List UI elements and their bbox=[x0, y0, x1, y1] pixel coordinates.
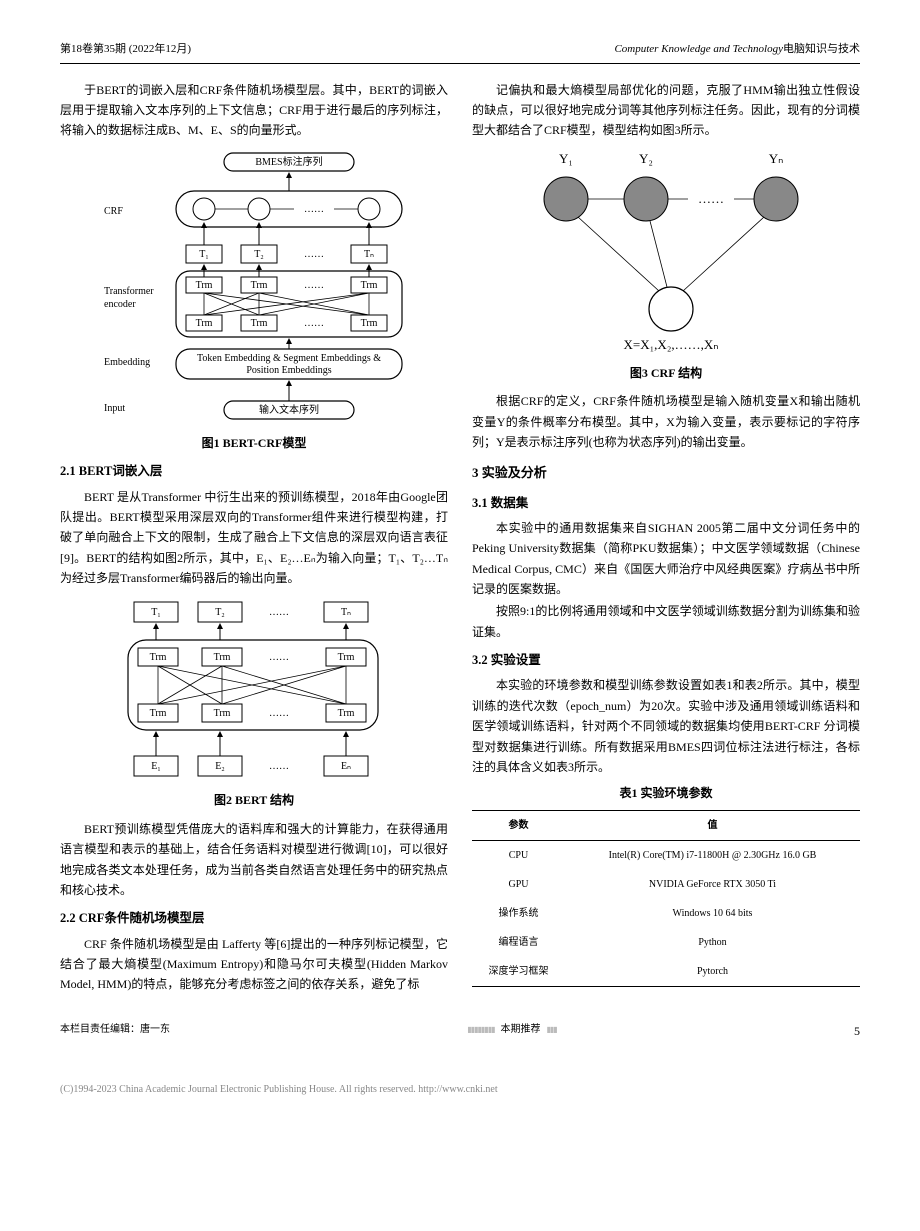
svg-text:Trm: Trm bbox=[338, 652, 355, 663]
svg-text:X=X₁,X₂,……,Xₙ: X=X₁,X₂,……,Xₙ bbox=[624, 337, 719, 352]
header-left: 第18卷第35期 (2022年12月) bbox=[60, 40, 191, 59]
table-row: CPUIntel(R) Core(TM) i7-11800H @ 2.30GHz… bbox=[472, 840, 860, 870]
paragraph: 按照9:1的比例将通用领域和中文医学领域训练数据分割为训练集和验证集。 bbox=[472, 601, 860, 642]
header-right: Computer Knowledge and Technology电脑知识与技术 bbox=[614, 40, 860, 59]
svg-text:Y₂: Y₂ bbox=[639, 151, 653, 166]
svg-text:……: …… bbox=[269, 761, 289, 772]
paragraph: 根据CRF的定义，CRF条件随机场模型是输入随机变量X和输出随机变量Y的条件概率… bbox=[472, 391, 860, 452]
svg-text:……: …… bbox=[304, 318, 324, 329]
table-row: 编程语言Python bbox=[472, 928, 860, 957]
figure-2: T₁ T₂ …… Tₙ Trm Trm …… Trm Trm Trm …… Tr… bbox=[60, 596, 448, 810]
page-header: 第18卷第35期 (2022年12月) Computer Knowledge a… bbox=[60, 40, 860, 64]
svg-text:T₁: T₁ bbox=[151, 607, 161, 618]
svg-text:Tₙ: Tₙ bbox=[341, 607, 351, 618]
page-number: 5 bbox=[854, 1021, 860, 1041]
svg-text:E₂: E₂ bbox=[215, 761, 225, 772]
svg-text:Transformer: Transformer bbox=[104, 286, 154, 297]
svg-text:Trm: Trm bbox=[150, 708, 167, 719]
svg-text:……: …… bbox=[698, 191, 724, 206]
table-1-caption: 表1 实验环境参数 bbox=[472, 783, 860, 803]
svg-text:Token Embedding & Segment Embe: Token Embedding & Segment Embeddings & bbox=[197, 353, 381, 364]
svg-text:……: …… bbox=[269, 607, 289, 618]
section-2-1: 2.1 BERT词嵌入层 bbox=[60, 461, 448, 482]
svg-text:T₂: T₂ bbox=[215, 607, 225, 618]
body-columns: 于BERT的词嵌入层和CRF条件随机场模型层。其中，BERT的词嵌入层用于提取输… bbox=[60, 80, 860, 995]
copyright-line: (C)1994-2023 China Academic Journal Elec… bbox=[60, 1081, 860, 1098]
figure-3: Y₁ Y₂ Yₙ …… X=X₁,X₂,……,Xₙ 图3 CRF 结构 bbox=[472, 149, 860, 383]
table-head: 值 bbox=[565, 810, 860, 840]
paragraph: CRF 条件随机场模型是由 Lafferty 等[6]提出的一种序列标记模型，它… bbox=[60, 934, 448, 995]
footer-editor: 本栏目责任编辑：唐一东 bbox=[60, 1021, 170, 1041]
svg-text:Eₙ: Eₙ bbox=[341, 761, 351, 772]
svg-text:……: …… bbox=[304, 204, 324, 215]
figure-2-caption: 图2 BERT 结构 bbox=[214, 790, 294, 810]
paragraph: BERT 是从Transformer 中衍生出来的预训练模型，2018年由Goo… bbox=[60, 487, 448, 589]
svg-text:T₁: T₁ bbox=[199, 249, 209, 260]
svg-text:Trm: Trm bbox=[251, 280, 268, 291]
paragraph: 记偏执和最大熵模型局部优化的问题，克服了HMM输出独立性假设的缺点，可以很好地完… bbox=[472, 80, 860, 141]
svg-text:Trm: Trm bbox=[361, 280, 378, 291]
table-row: GPUNVIDIA GeForce RTX 3050 Ti bbox=[472, 870, 860, 899]
svg-text:Trm: Trm bbox=[361, 318, 378, 329]
svg-text:Trm: Trm bbox=[251, 318, 268, 329]
svg-text:Position Embeddings: Position Embeddings bbox=[246, 365, 331, 376]
section-2-2: 2.2 CRF条件随机场模型层 bbox=[60, 908, 448, 929]
svg-text:……: …… bbox=[269, 652, 289, 663]
table-row: 深度学习框架Pytorch bbox=[472, 957, 860, 987]
table-1: 参数 值 CPUIntel(R) Core(TM) i7-11800H @ 2.… bbox=[472, 810, 860, 987]
figure-1: CRF Transformer encoder Embedding Input … bbox=[60, 149, 448, 453]
table-1-wrap: 表1 实验环境参数 参数 值 CPUIntel(R) Core(TM) i7-1… bbox=[472, 783, 860, 986]
section-3: 3 实验及分析 bbox=[472, 462, 860, 484]
svg-text:……: …… bbox=[269, 708, 289, 719]
svg-text:Trm: Trm bbox=[196, 318, 213, 329]
svg-text:Embedding: Embedding bbox=[104, 357, 150, 368]
svg-text:Input: Input bbox=[104, 403, 125, 414]
svg-text:输入文本序列: 输入文本序列 bbox=[259, 403, 319, 416]
svg-text:T₂: T₂ bbox=[254, 249, 264, 260]
svg-text:……: …… bbox=[304, 280, 324, 291]
svg-text:Trm: Trm bbox=[196, 280, 213, 291]
svg-text:……: …… bbox=[304, 249, 324, 260]
svg-text:Trm: Trm bbox=[338, 708, 355, 719]
svg-text:BMES标注序列: BMES标注序列 bbox=[255, 155, 322, 168]
section-3-2: 3.2 实验设置 bbox=[472, 650, 860, 671]
page-footer: 本栏目责任编辑：唐一东 本期推荐 5 bbox=[60, 1015, 860, 1041]
svg-text:Trm: Trm bbox=[214, 708, 231, 719]
figure-3-caption: 图3 CRF 结构 bbox=[630, 363, 702, 383]
paragraph: BERT预训练模型凭借庞大的语料库和强大的计算能力，在获得通用语言模型和表示的基… bbox=[60, 819, 448, 901]
svg-text:Trm: Trm bbox=[150, 652, 167, 663]
figure-1-caption: 图1 BERT-CRF模型 bbox=[202, 433, 307, 453]
paragraph: 于BERT的词嵌入层和CRF条件随机场模型层。其中，BERT的词嵌入层用于提取输… bbox=[60, 80, 448, 141]
table-head: 参数 bbox=[472, 810, 565, 840]
paragraph: 本实验的环境参数和模型训练参数设置如表1和表2所示。其中，模型训练的迭代次数（e… bbox=[472, 675, 860, 777]
svg-text:encoder: encoder bbox=[104, 299, 136, 310]
svg-text:Y₁: Y₁ bbox=[559, 151, 573, 166]
table-row: 操作系统Windows 10 64 bits bbox=[472, 899, 860, 928]
svg-text:E₁: E₁ bbox=[151, 761, 161, 772]
footer-recommend: 本期推荐 bbox=[467, 1021, 556, 1041]
svg-text:Tₙ: Tₙ bbox=[364, 249, 374, 260]
section-3-1: 3.1 数据集 bbox=[472, 493, 860, 514]
paragraph: 本实验中的通用数据集来自SIGHAN 2005第二届中文分词任务中的Peking… bbox=[472, 518, 860, 600]
svg-text:Yₙ: Yₙ bbox=[769, 151, 784, 166]
svg-text:CRF: CRF bbox=[104, 206, 123, 217]
svg-text:Trm: Trm bbox=[214, 652, 231, 663]
